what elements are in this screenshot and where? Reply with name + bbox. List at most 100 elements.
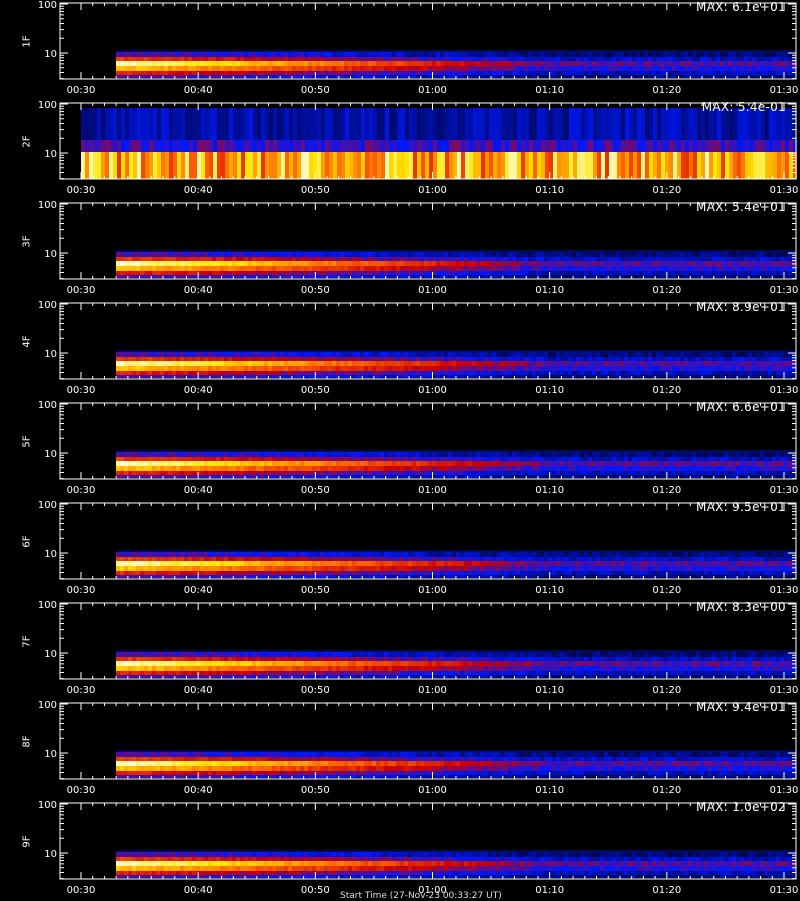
heatmap-cell: [393, 108, 397, 140]
heatmap-cell: [428, 466, 432, 471]
heatmap-cell: [629, 140, 633, 152]
heatmap-cell: [740, 275, 744, 278]
heatmap-cell: [729, 140, 733, 152]
heatmap-cell: [524, 366, 528, 371]
heatmap-cell: [296, 471, 300, 475]
heatmap-cell: [201, 140, 205, 152]
heatmap-cell: [592, 257, 596, 261]
heatmap-cell: [616, 271, 620, 275]
heatmap-cell: [500, 57, 504, 61]
heatmap-cell: [168, 352, 172, 357]
heatmap-cell: [700, 266, 704, 271]
heatmap-cell: [220, 361, 224, 366]
heatmap-cell: [152, 52, 156, 57]
heatmap-cell: [572, 352, 576, 357]
heatmap-cell: [676, 375, 680, 378]
heatmap-cell: [788, 61, 792, 66]
heatmap-cell: [236, 457, 240, 461]
heatmap-cell: [772, 366, 776, 371]
heatmap-cell: [484, 252, 488, 257]
heatmap-cell: [732, 266, 736, 271]
heatmap-cell: [236, 366, 240, 371]
heatmap-cell: [152, 75, 156, 78]
heatmap-cell: [364, 475, 368, 478]
heatmap-cell: [121, 140, 125, 152]
heatmap-cell: [176, 466, 180, 471]
heatmap-cell: [168, 361, 172, 366]
heatmap-cell: [432, 61, 436, 66]
heatmap-cell: [572, 257, 576, 261]
heatmap-cell: [172, 271, 176, 275]
heatmap-cell: [120, 71, 124, 75]
heatmap-cell: [460, 57, 464, 61]
heatmap-cell: [172, 471, 176, 475]
heatmap-cell: [577, 140, 581, 152]
heatmap-cell: [160, 252, 164, 257]
heatmap-cell: [612, 275, 616, 278]
heatmap-cell: [448, 71, 452, 75]
heatmap-cell: [516, 457, 520, 461]
heatmap-cell: [396, 457, 400, 461]
heatmap-cell: [644, 371, 648, 375]
heatmap-cell: [364, 271, 368, 275]
heatmap-cell: [268, 266, 272, 271]
heatmap-cell: [636, 75, 640, 78]
heatmap-cell: [504, 357, 508, 361]
heatmap-cell: [380, 452, 384, 457]
heatmap-cell: [696, 66, 700, 71]
heatmap-cell: [468, 471, 472, 475]
heatmap-cell: [204, 57, 208, 61]
heatmap-cell: [176, 66, 180, 71]
heatmap-cell: [480, 57, 484, 61]
heatmap-cell: [640, 257, 644, 261]
heatmap-cell: [424, 61, 428, 66]
heatmap-cell: [472, 366, 476, 371]
heatmap-cell: [780, 57, 784, 61]
heatmap-cell: [472, 66, 476, 71]
heatmap-cell: [433, 140, 437, 152]
heatmap-cell: [116, 461, 120, 466]
heatmap-cell: [493, 140, 497, 152]
heatmap-cell: [664, 361, 668, 366]
heatmap-cell: [484, 452, 488, 457]
heatmap-cell: [168, 275, 172, 278]
heatmap-cell: [788, 275, 792, 278]
heatmap-cell: [556, 75, 560, 78]
heatmap-cell: [720, 352, 724, 357]
heatmap-cell: [244, 361, 248, 366]
heatmap-cell: [124, 371, 128, 375]
heatmap-cell: [308, 66, 312, 71]
heatmap-cell: [440, 361, 444, 366]
heatmap-cell: [784, 366, 788, 371]
heatmap-cell: [712, 71, 716, 75]
heatmap-cell: [596, 52, 600, 57]
heatmap-cell: [644, 57, 648, 61]
heatmap-cell: [352, 475, 356, 478]
heatmap-cell: [440, 457, 444, 461]
heatmap-cell: [156, 261, 160, 266]
heatmap-cell: [784, 61, 788, 66]
heatmap-cell: [748, 366, 752, 371]
heatmap-cell: [448, 371, 452, 375]
heatmap-cell: [572, 361, 576, 366]
heatmap-cell: [304, 75, 308, 78]
heatmap-cell: [716, 71, 720, 75]
heatmap-cell: [132, 461, 136, 466]
heatmap-cell: [332, 466, 336, 471]
heatmap-cell: [300, 352, 304, 357]
heatmap-cell: [784, 57, 788, 61]
heatmap-cell: [204, 75, 208, 78]
heatmap-cell: [456, 371, 460, 375]
heatmap-cell: [136, 261, 140, 266]
heatmap-cell: [396, 471, 400, 475]
heatmap-cell: [216, 357, 220, 361]
heatmap-cell: [380, 357, 384, 361]
heatmap-cell: [492, 375, 496, 378]
heatmap-cell: [188, 457, 192, 461]
heatmap-cell: [496, 471, 500, 475]
heatmap-cell: [376, 471, 380, 475]
heatmap-cell: [380, 466, 384, 471]
heatmap-cell: [192, 275, 196, 278]
heatmap-cell: [556, 261, 560, 266]
heatmap-cell: [520, 257, 524, 261]
